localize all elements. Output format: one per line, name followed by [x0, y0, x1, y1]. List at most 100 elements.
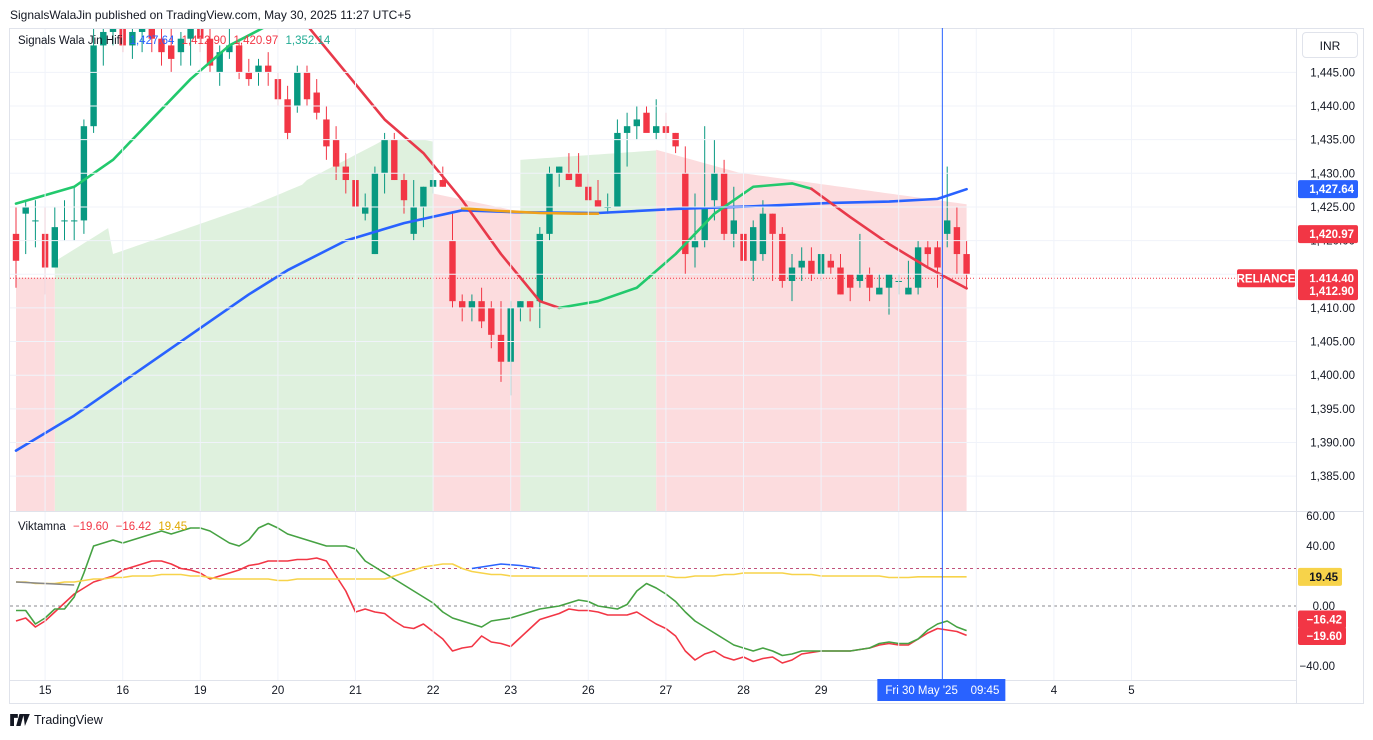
candle-body — [905, 287, 912, 295]
candle-body — [400, 180, 408, 201]
publish-header: SignalsWalaJin published on TradingView.… — [10, 8, 412, 22]
candle-body — [235, 45, 243, 73]
price-tick-label: 1,405.00 — [1310, 337, 1355, 349]
osc-badge-signal-box — [1298, 567, 1342, 586]
currency-button[interactable]: INR — [1302, 32, 1358, 58]
osc-line-blue — [471, 563, 540, 570]
line-orange — [460, 206, 600, 215]
osc-value-2: 19.45 — [158, 521, 188, 533]
time-tick-label: 27 — [660, 685, 673, 697]
candle-body — [798, 260, 805, 268]
candle-body — [565, 173, 573, 181]
candle-body — [138, 29, 146, 32]
candle-body — [847, 274, 854, 288]
tradingview-logo[interactable]: TradingView — [10, 713, 103, 727]
osc-line-fast — [15, 557, 967, 664]
candle-body — [623, 126, 631, 133]
candle-body — [265, 65, 272, 73]
osc-badge-slow-text: −16.42 — [1307, 615, 1343, 627]
price-tick-label: 1,395.00 — [1310, 404, 1355, 416]
badge-red-top-box — [1298, 225, 1358, 244]
candle-body — [100, 31, 107, 46]
time-tick-label: 22 — [427, 685, 440, 697]
candle-body — [61, 220, 68, 222]
candle-body — [177, 38, 185, 53]
candle-body — [779, 233, 786, 281]
candle-body — [769, 213, 776, 234]
candle-body — [682, 173, 689, 255]
candle-body — [371, 173, 379, 255]
candle-body — [206, 38, 214, 66]
oscillator-name[interactable]: Viktamna — [18, 521, 66, 533]
tradingview-logo-text: TradingView — [34, 713, 103, 727]
candle-body — [129, 31, 136, 46]
osc-badge-fast-box — [1298, 627, 1346, 645]
legend-value-0: 1,427.64 — [129, 35, 175, 47]
candle-body — [808, 260, 815, 275]
candle-body — [750, 227, 757, 261]
candle-body — [876, 287, 883, 295]
indicator-name[interactable]: Signals Wala Jin Hifi — [18, 35, 123, 47]
badge-blue-text: 1,427.64 — [1309, 184, 1354, 196]
candle-body — [594, 200, 602, 207]
candle-body — [294, 72, 301, 106]
price-tick-label: 1,390.00 — [1310, 438, 1355, 450]
candle-body — [866, 274, 873, 288]
price-tick-label: 1,435.00 — [1310, 135, 1355, 147]
time-tick-label: 15 — [39, 685, 52, 697]
time-tick-label: 16 — [116, 685, 129, 697]
candle-body — [759, 213, 767, 255]
candle-body — [391, 139, 398, 181]
legend-value-2: 1,420.97 — [233, 35, 279, 47]
candle-body — [158, 38, 165, 53]
osc-tick-label: 0.00 — [1313, 601, 1335, 613]
cloud-green-1 — [54, 139, 434, 511]
candle-body — [546, 173, 553, 234]
candle-body — [643, 112, 650, 133]
candle-body — [556, 166, 563, 174]
candle-body — [187, 29, 194, 39]
candle-body — [216, 52, 223, 73]
candle-body — [439, 180, 446, 187]
osc-value-1: −16.42 — [115, 521, 152, 533]
osc-line-slow — [16, 522, 967, 657]
candle-body — [614, 132, 621, 207]
candle-body — [856, 274, 864, 281]
osc-badge-fast-text: −19.60 — [1307, 631, 1343, 643]
symbol-label-text: RELIANCE — [1237, 273, 1296, 285]
candle-body — [313, 92, 320, 113]
candle-body — [536, 233, 543, 302]
candle-body — [827, 260, 834, 268]
time-tick-label: 21 — [349, 685, 362, 697]
osc-tick-label: 40.00 — [1306, 541, 1335, 553]
candle-body — [255, 65, 262, 73]
badge-red-low-box — [1298, 282, 1358, 301]
time-tick-label: 29 — [815, 685, 828, 697]
line-green2 — [557, 182, 813, 310]
osc-tick-label: 60.00 — [1306, 511, 1335, 523]
main-pane — [10, 29, 1296, 511]
legend-value-1: 1,412.90 — [181, 35, 227, 47]
line-red — [308, 29, 561, 310]
candle-body — [934, 247, 941, 268]
badge-blue-box — [1298, 180, 1358, 199]
candle-body — [420, 186, 427, 207]
candle-body — [12, 233, 20, 261]
candle-body — [303, 72, 311, 100]
osc-line-signal — [16, 563, 967, 585]
price-tick-label: 1,440.00 — [1310, 101, 1355, 113]
candle-body — [284, 99, 291, 133]
time-tick-label: 23 — [504, 685, 517, 697]
candle-body — [730, 220, 737, 234]
osc-value-0: −19.60 — [72, 521, 109, 533]
time-tick-label: 19 — [194, 685, 207, 697]
candle-body — [148, 29, 155, 39]
candle-body — [924, 247, 931, 255]
crosshair-time-box — [877, 679, 1006, 701]
time-tick-label: 20 — [272, 685, 285, 697]
chart-frame — [9, 28, 1364, 704]
candle-body — [711, 173, 718, 201]
candle-body — [497, 334, 505, 362]
oscillator-pane — [10, 522, 1296, 664]
